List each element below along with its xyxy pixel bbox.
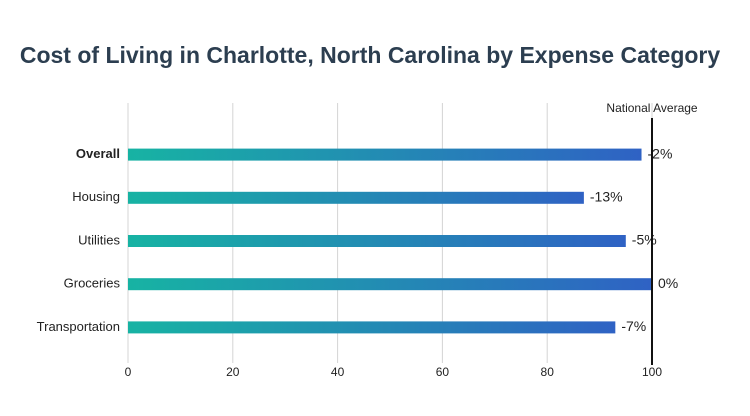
y-tick-label: Groceries xyxy=(64,276,121,291)
x-tick-label: 0 xyxy=(125,365,132,379)
value-label: -5% xyxy=(632,232,657,248)
value-label: 0% xyxy=(658,275,678,291)
x-tick-label: 80 xyxy=(541,365,555,379)
bar xyxy=(128,278,652,291)
x-tick-label: 40 xyxy=(331,365,345,379)
chart-title: Cost of Living in Charlotte, North Carol… xyxy=(20,42,721,68)
y-tick-label: Overall xyxy=(76,146,120,161)
bar xyxy=(128,235,626,247)
value-label: -7% xyxy=(621,318,646,334)
bar xyxy=(128,321,616,334)
x-tick-label: 20 xyxy=(226,365,240,379)
value-label: -2% xyxy=(648,145,673,161)
y-tick-label: Utilities xyxy=(78,232,120,247)
y-tick-label: Transportation xyxy=(37,319,120,334)
bar xyxy=(128,148,642,161)
value-label: -13% xyxy=(590,189,623,205)
reference-label: National Average xyxy=(606,101,698,115)
x-tick-label: 60 xyxy=(436,365,450,379)
bar xyxy=(128,191,584,204)
x-tick-label: 100 xyxy=(642,365,662,379)
y-tick-label: Housing xyxy=(72,189,120,204)
